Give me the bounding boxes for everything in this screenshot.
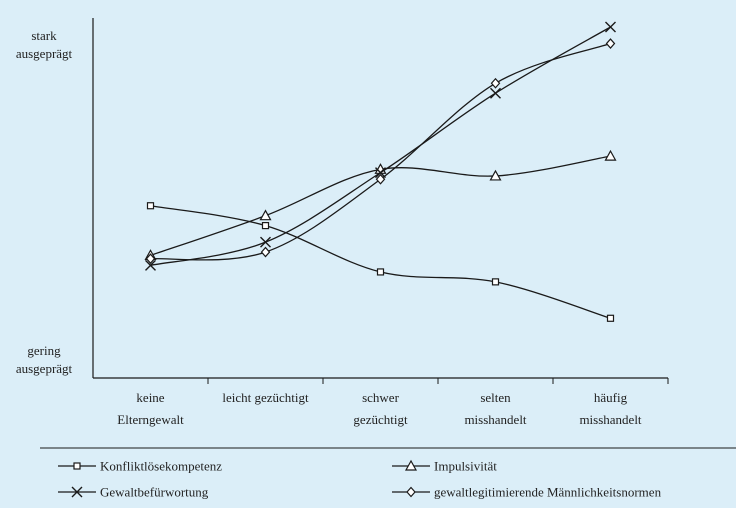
series-cross	[145, 21, 616, 271]
x-axis-labels: keine Elterngewalt leicht gezüchtigt schwer…	[117, 390, 642, 427]
triangle-marker	[404, 459, 418, 471]
legend-label: Konfliktlösekompetenz	[100, 459, 222, 474]
triangle-marker	[259, 209, 272, 221]
y-top-label-line-1: stark	[31, 28, 57, 43]
cross-marker	[260, 236, 271, 248]
diamond-marker	[375, 173, 386, 185]
legend-label: Impulsivität	[434, 459, 497, 474]
x-axis-ticks	[207, 378, 669, 384]
x-tick-label: gezüchtigt	[353, 412, 408, 427]
diamond-marker	[145, 253, 156, 265]
square-marker	[146, 202, 155, 210]
y-top-label-line-2: ausgeprägt	[16, 46, 73, 61]
legend-item: Gewaltbefürwortung	[58, 485, 209, 500]
legend-item: Impulsivität	[392, 459, 497, 474]
x-tick-label: misshandelt	[464, 412, 526, 427]
series-diamond	[145, 38, 616, 265]
diamond-marker	[406, 486, 416, 498]
square-marker	[606, 314, 615, 322]
cross-marker	[71, 486, 83, 498]
legend-label: Gewaltbefürwortung	[100, 485, 209, 500]
series-square	[146, 202, 615, 322]
x-tick-label: selten	[480, 390, 511, 405]
x-tick-label: leicht gezüchtigt	[222, 390, 309, 405]
diamond-marker	[490, 77, 501, 89]
triangle-marker	[604, 149, 617, 161]
series-triangle	[144, 149, 617, 260]
square-marker	[491, 278, 500, 286]
triangle-marker	[489, 169, 502, 181]
legend: Konfliktlösekompetenz Impulsivität Gewaltb…	[58, 459, 662, 500]
series-layer	[144, 21, 617, 322]
cross-marker	[605, 21, 616, 33]
y-bottom-label-line-1: gering	[27, 343, 61, 358]
cross-marker	[490, 87, 501, 99]
x-tick-label: häufig	[594, 390, 628, 405]
square-marker	[376, 268, 385, 276]
x-tick-label: schwer	[362, 390, 399, 405]
diamond-marker	[605, 38, 616, 49]
y-bottom-label-line-2: ausgeprägt	[16, 361, 73, 376]
diamond-marker	[260, 246, 271, 258]
x-tick-label: misshandelt	[579, 412, 641, 427]
chart-axes	[92, 18, 668, 379]
square-marker	[73, 462, 81, 470]
legend-label: gewaltlegitimierende Männlichkeitsnormen	[434, 485, 662, 500]
x-tick-label: keine	[136, 390, 164, 405]
series-line	[150, 205, 611, 319]
series-line	[150, 42, 611, 261]
cross-marker	[145, 259, 156, 271]
x-tick-label: Elterngewalt	[117, 412, 184, 427]
legend-item: gewaltlegitimierende Männlichkeitsnormen	[392, 485, 662, 500]
legend-item: Konfliktlösekompetenz	[58, 459, 222, 474]
square-marker	[261, 222, 270, 230]
